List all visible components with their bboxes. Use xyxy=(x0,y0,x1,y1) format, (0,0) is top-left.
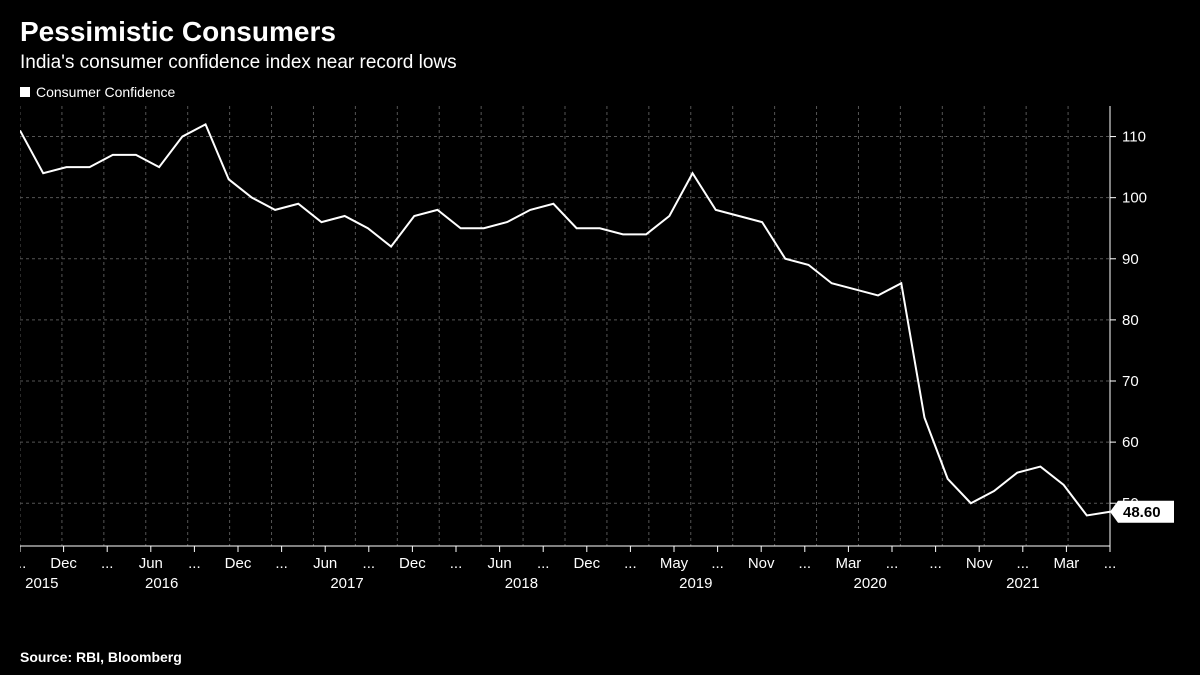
svg-text:Nov: Nov xyxy=(748,555,775,572)
svg-text:Nov: Nov xyxy=(966,555,993,572)
svg-text:...: ... xyxy=(624,555,637,572)
legend: Consumer Confidence xyxy=(20,84,1180,100)
svg-text:Dec: Dec xyxy=(225,555,252,572)
svg-text:Jun: Jun xyxy=(139,555,163,572)
chart-container: Pessimistic Consumers India's consumer c… xyxy=(0,0,1200,675)
svg-text:70: 70 xyxy=(1122,373,1139,390)
svg-text:100: 100 xyxy=(1122,190,1147,207)
legend-marker-icon xyxy=(20,87,30,97)
svg-text:...: ... xyxy=(363,555,376,572)
svg-text:Dec: Dec xyxy=(50,555,77,572)
source-attribution: Source: RBI, Bloomberg xyxy=(20,649,182,665)
chart-title: Pessimistic Consumers xyxy=(20,16,1180,48)
svg-text:Jun: Jun xyxy=(488,555,512,572)
svg-text:Mar: Mar xyxy=(1053,555,1079,572)
svg-text:...: ... xyxy=(1104,555,1117,572)
svg-text:48.60: 48.60 xyxy=(1123,504,1161,521)
svg-text:...: ... xyxy=(929,555,942,572)
svg-text:...: ... xyxy=(1017,555,1030,572)
svg-text:60: 60 xyxy=(1122,434,1139,451)
svg-text:...: ... xyxy=(537,555,550,572)
svg-text:2016: 2016 xyxy=(145,575,178,592)
chart-subtitle: India's consumer confidence index near r… xyxy=(20,52,1180,74)
svg-text:2018: 2018 xyxy=(505,575,538,592)
svg-text:...: ... xyxy=(711,555,724,572)
svg-text:...: ... xyxy=(188,555,201,572)
svg-text:2021: 2021 xyxy=(1006,575,1039,592)
svg-text:80: 80 xyxy=(1122,312,1139,329)
svg-text:...: ... xyxy=(450,555,463,572)
svg-text:Dec: Dec xyxy=(573,555,600,572)
svg-text:...: ... xyxy=(20,555,26,572)
chart-svg: 5060708090100110...Dec...Jun...Dec...Jun… xyxy=(20,106,1180,606)
legend-label: Consumer Confidence xyxy=(36,84,175,100)
svg-text:2015: 2015 xyxy=(25,575,58,592)
svg-text:...: ... xyxy=(101,555,114,572)
svg-text:90: 90 xyxy=(1122,251,1139,268)
svg-text:Dec: Dec xyxy=(399,555,426,572)
svg-text:Mar: Mar xyxy=(835,555,861,572)
svg-text:...: ... xyxy=(275,555,288,572)
chart-area: 5060708090100110...Dec...Jun...Dec...Jun… xyxy=(20,106,1180,606)
svg-text:...: ... xyxy=(886,555,899,572)
svg-text:May: May xyxy=(660,555,689,572)
svg-text:2017: 2017 xyxy=(330,575,363,592)
svg-text:...: ... xyxy=(799,555,812,572)
svg-text:110: 110 xyxy=(1122,129,1146,146)
svg-text:2020: 2020 xyxy=(854,575,887,592)
svg-text:2019: 2019 xyxy=(679,575,712,592)
svg-text:Jun: Jun xyxy=(313,555,337,572)
